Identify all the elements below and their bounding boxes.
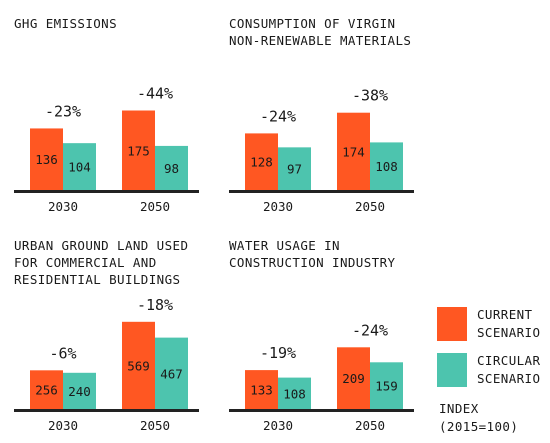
water-value-current-2050: 209 xyxy=(342,371,365,386)
land-value-current-2050: 569 xyxy=(127,358,150,373)
water-bar-current-2030 xyxy=(245,370,278,410)
water-value-circular-2030: 108 xyxy=(283,386,306,401)
ghg-value-current-2050: 175 xyxy=(127,143,150,158)
land-tick-2050: 2050 xyxy=(140,418,170,433)
land-value-circular-2030: 240 xyxy=(68,384,91,399)
ghg-value-circular-2030: 104 xyxy=(68,160,91,175)
materials-value-current-2030: 128 xyxy=(250,155,273,170)
materials-bar-current-2050 xyxy=(337,112,370,191)
ghg-tick-2030: 2030 xyxy=(48,199,78,214)
chart-title-land: URBAN GROUND LAND USED FOR COMMERCIAL AN… xyxy=(14,238,189,287)
legend-swatch-current xyxy=(437,307,467,341)
water-tick-2030: 2030 xyxy=(263,418,293,433)
land-bar-circular-2050 xyxy=(155,337,188,410)
index-note: INDEX (2015=100) xyxy=(439,401,519,434)
legend-label-current: CURRENT SCENARIO xyxy=(477,307,541,340)
land-change-2030: -6% xyxy=(49,344,76,362)
legend-swatch-circular xyxy=(437,353,467,387)
water-bar-current-2050 xyxy=(337,347,370,410)
ghg-tick-2050: 2050 xyxy=(140,199,170,214)
chart-title-ghg: GHG EMISSIONS xyxy=(14,16,118,31)
land-bar-circular-2030 xyxy=(63,372,96,410)
ghg-bar-current-2030 xyxy=(30,128,63,191)
materials-tick-2050: 2050 xyxy=(355,199,385,214)
materials-value-circular-2050: 108 xyxy=(375,159,398,174)
ghg-bar-circular-2030 xyxy=(63,143,96,191)
legend-current: CURRENT SCENARIO xyxy=(437,306,540,342)
water-value-circular-2050: 159 xyxy=(375,379,398,394)
water-change-2050: -24% xyxy=(352,321,388,339)
land-tick-2030: 2030 xyxy=(48,418,78,433)
chart-title-water: WATER USAGE IN CONSTRUCTION INDUSTRY xyxy=(229,238,396,270)
ghg-change-2050: -44% xyxy=(137,85,173,103)
land-change-2050: -18% xyxy=(137,296,173,314)
materials-change-2050: -38% xyxy=(352,87,388,105)
materials-value-circular-2030: 97 xyxy=(287,162,302,177)
ghg-change-2030: -23% xyxy=(45,102,81,120)
ghg-value-current-2030: 136 xyxy=(35,152,58,167)
water-tick-2050: 2050 xyxy=(355,418,385,433)
land-bar-current-2030 xyxy=(30,370,63,410)
water-bar-circular-2030 xyxy=(278,377,311,410)
land-bar-current-2050 xyxy=(122,321,155,410)
ghg-bar-circular-2050 xyxy=(155,145,188,191)
legend-circular: CIRCULAR SCENARIO xyxy=(437,352,540,388)
materials-bar-current-2030 xyxy=(245,133,278,191)
materials-bar-circular-2050 xyxy=(370,142,403,191)
materials-change-2030: -24% xyxy=(260,107,296,125)
land-value-circular-2050: 467 xyxy=(160,366,183,381)
ghg-value-circular-2050: 98 xyxy=(164,161,179,176)
land-value-current-2030: 256 xyxy=(35,383,58,398)
water-change-2030: -19% xyxy=(260,344,296,362)
water-value-current-2030: 133 xyxy=(250,383,273,398)
water-bar-circular-2050 xyxy=(370,362,403,410)
materials-bar-circular-2030 xyxy=(278,147,311,191)
legend-label-circular: CIRCULAR SCENARIO xyxy=(477,353,541,386)
materials-tick-2030: 2030 xyxy=(263,199,293,214)
chart-title-materials: CONSUMPTION OF VIRGIN NON-RENEWABLE MATE… xyxy=(229,16,412,48)
ghg-bar-current-2050 xyxy=(122,110,155,191)
materials-value-current-2050: 174 xyxy=(342,144,365,159)
